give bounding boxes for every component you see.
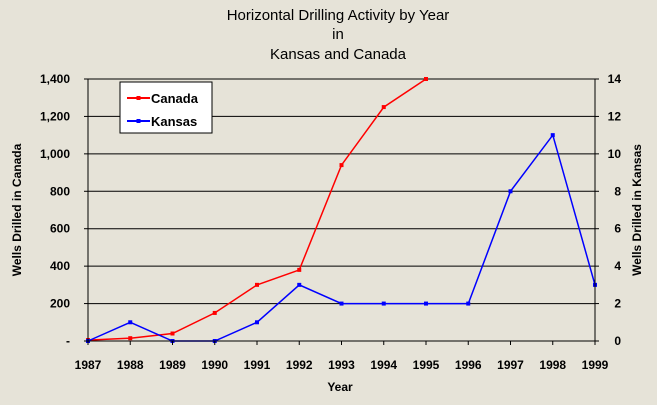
x-tick-label: 1997 bbox=[497, 358, 524, 372]
y-right-tick-label: 14 bbox=[608, 72, 622, 86]
chart-title-line-3: Kansas and Canada bbox=[270, 46, 407, 63]
tick-labels: - 200 400 600 800 1,000 1,200 1,400 0 2 4 6 8 10 12 14 1… bbox=[40, 72, 621, 372]
legend-marker-kansas bbox=[136, 119, 141, 123]
data-point-kansas bbox=[255, 320, 259, 325]
data-point-canada bbox=[255, 282, 259, 287]
x-tick-label: 1990 bbox=[201, 358, 228, 372]
x-tick-label: 1992 bbox=[286, 358, 313, 372]
data-point-kansas bbox=[339, 301, 344, 306]
x-tick-label: 1998 bbox=[539, 358, 566, 372]
x-tick-label: 1989 bbox=[159, 358, 186, 372]
x-tick-label: 1987 bbox=[75, 358, 102, 372]
y-left-tick-label: 200 bbox=[50, 297, 70, 311]
legend: Canada Kansas bbox=[119, 81, 213, 134]
data-point-canada bbox=[170, 331, 175, 336]
data-point-kansas bbox=[424, 301, 428, 306]
y-axis-label-left: Wells Drilled in Canada bbox=[10, 143, 24, 276]
y-right-tick-label: 12 bbox=[608, 109, 622, 123]
x-tick-label: 1994 bbox=[370, 358, 397, 372]
x-tick-label: 1996 bbox=[455, 358, 482, 372]
data-point-kansas bbox=[466, 301, 471, 306]
y-right-tick-label: 8 bbox=[614, 184, 621, 198]
data-point-canada bbox=[381, 105, 386, 110]
x-axis-label: Year bbox=[327, 380, 353, 394]
x-tick-label: 1999 bbox=[582, 358, 609, 372]
y-left-tick-label: 1,000 bbox=[40, 147, 70, 161]
y-left-tick-label: 1,400 bbox=[40, 72, 70, 86]
legend-label-kansas: Kansas bbox=[151, 114, 197, 129]
y-left-tick-label: 800 bbox=[50, 184, 70, 198]
data-point-kansas bbox=[128, 320, 133, 325]
data-point-canada bbox=[339, 163, 344, 168]
data-point-canada bbox=[297, 267, 302, 272]
data-point-canada bbox=[212, 310, 217, 315]
y-right-tick-label: 4 bbox=[614, 259, 621, 273]
y-left-tick-label: 400 bbox=[50, 259, 70, 273]
y-left-tick-label: 1,200 bbox=[40, 109, 70, 123]
x-tick-label: 1995 bbox=[413, 358, 440, 372]
data-point-kansas bbox=[508, 189, 513, 194]
y-right-tick-label: 6 bbox=[614, 222, 621, 236]
x-tick-label: 1991 bbox=[244, 358, 271, 372]
data-point-kansas bbox=[550, 133, 555, 138]
legend-label-canada: Canada bbox=[151, 91, 199, 106]
data-point-kansas bbox=[381, 301, 386, 306]
legend-marker-canada bbox=[136, 96, 141, 100]
data-point-canada bbox=[128, 336, 133, 341]
chart-title-line-2: in bbox=[332, 26, 344, 43]
data-point-kansas bbox=[297, 282, 302, 287]
y-axis-label-right: Wells Drilled in Kansas bbox=[630, 144, 644, 276]
data-point-canada bbox=[424, 77, 428, 81]
y-left-tick-label: - bbox=[66, 334, 70, 348]
axes bbox=[84, 78, 599, 345]
y-left-tick-label: 600 bbox=[50, 222, 70, 236]
legend-box bbox=[119, 81, 213, 134]
y-right-tick-label: 2 bbox=[614, 297, 621, 311]
chart-title-line-1: Horizontal Drilling Activity by Year bbox=[227, 7, 450, 24]
y-right-tick-label: 0 bbox=[614, 334, 621, 348]
x-tick-label: 1988 bbox=[117, 358, 144, 372]
x-tick-label: 1993 bbox=[328, 358, 355, 372]
y-right-tick-label: 10 bbox=[608, 147, 622, 161]
